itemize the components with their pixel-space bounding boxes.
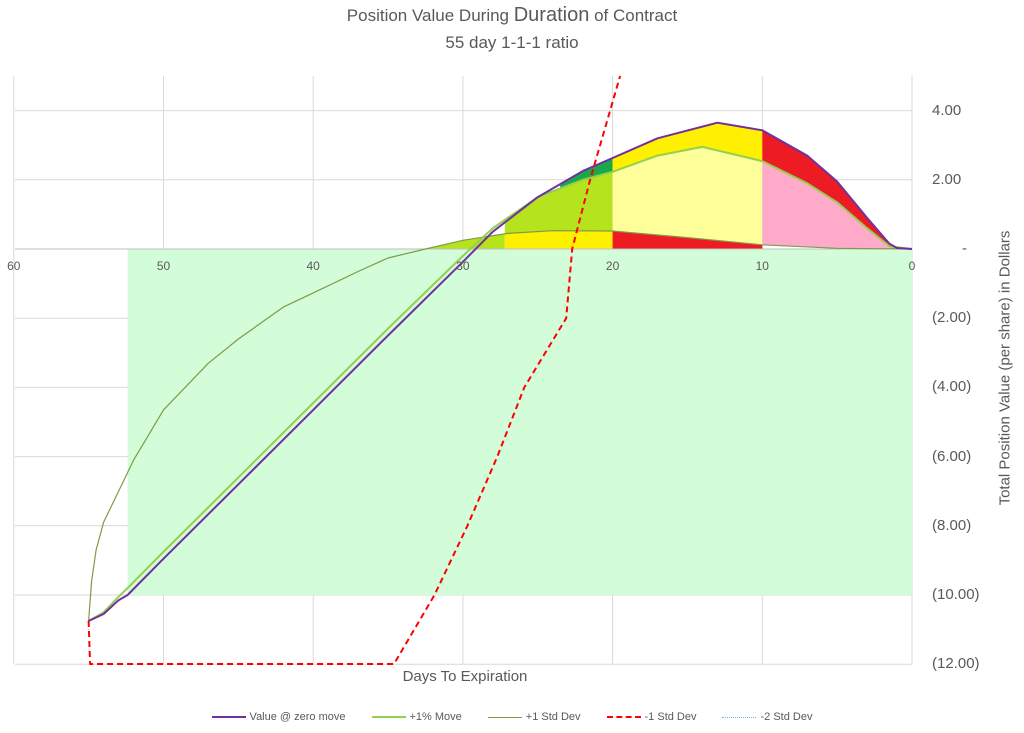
chart-subtitle: 55 day 1-1-1 ratio	[445, 33, 579, 52]
legend-swatch	[722, 716, 757, 718]
x-tick-label: 20	[605, 259, 620, 273]
legend-label: -1 Std Dev	[644, 711, 697, 723]
x-tick-label: 40	[306, 259, 320, 273]
shaded-regions	[127, 122, 912, 595]
x-tick-label: 30	[456, 259, 470, 273]
legend-item-zero-move[interactable]: Value @ zero move	[211, 711, 346, 723]
series-line-2	[88, 230, 913, 622]
legend-label: +1% Move	[409, 711, 462, 723]
legend-swatch	[211, 716, 246, 718]
legend-label: Value @ zero move	[249, 711, 346, 723]
legend-swatch	[487, 716, 522, 718]
legend-item-plus1std[interactable]: +1 Std Dev	[487, 711, 581, 723]
y-tick-label: (8.00)	[932, 516, 972, 534]
legend-label: -2 Std Dev	[760, 711, 813, 723]
x-tick-label: 10	[755, 259, 769, 273]
series-lines	[87, 75, 913, 665]
legend-swatch	[606, 716, 641, 718]
y-axis-label: Total Position Value (per share) in Doll…	[996, 230, 1014, 506]
y-tick-label: 2.00	[932, 170, 962, 188]
y-tick-label: 4.00	[932, 101, 962, 119]
chart-title: Position Value During Duration of Contra…	[346, 4, 678, 26]
y-tick-label: (4.00)	[932, 378, 972, 396]
series-line-3	[87, 75, 622, 665]
y-tick-label: (10.00)	[932, 586, 980, 603]
y-tick-label: (12.00)	[932, 655, 980, 673]
series-line-0	[88, 121, 913, 622]
legend-item-minus1std[interactable]: -1 Std Dev	[606, 711, 697, 723]
x-tick-label: 50	[156, 259, 171, 273]
legend-label: +1 Std Dev	[525, 711, 581, 723]
legend-swatch	[371, 716, 406, 718]
x-axis-label: Days To Expiration	[402, 668, 528, 685]
legend: Value @ zero move +1% Move +1 Std Dev -1…	[0, 711, 1024, 723]
legend-item-minus2std[interactable]: -2 Std Dev	[722, 711, 812, 723]
legend-item-plus1pct[interactable]: +1% Move	[371, 711, 462, 723]
x-tick-label: 0	[908, 259, 916, 273]
y-tick-label: -	[962, 240, 967, 257]
x-tick-label: 60	[7, 259, 21, 273]
y-tick-label: (2.00)	[932, 309, 972, 327]
y-tick-label: (6.00)	[932, 447, 972, 465]
